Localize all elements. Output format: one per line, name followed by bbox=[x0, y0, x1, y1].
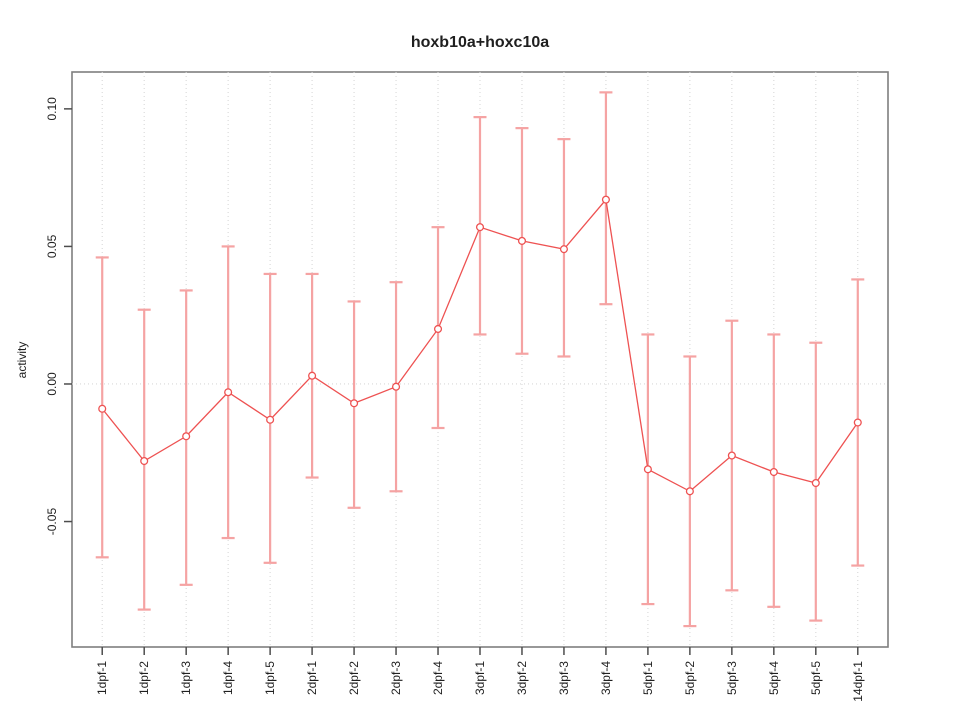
x-tick-label: 2dpf-2 bbox=[347, 661, 361, 695]
x-tick-label: 5dpf-1 bbox=[641, 661, 655, 695]
y-tick-label: -0.05 bbox=[45, 508, 59, 536]
data-point-marker bbox=[475, 223, 485, 232]
x-tick-label: 5dpf-3 bbox=[725, 661, 739, 695]
data-point-marker bbox=[853, 418, 862, 427]
chart-title: hoxb10a+hoxc10a bbox=[411, 34, 549, 51]
x-tick-label: 1dpf-2 bbox=[137, 661, 151, 695]
data-point-marker bbox=[559, 245, 569, 254]
data-point-marker bbox=[601, 195, 610, 204]
data-point-marker bbox=[685, 487, 694, 496]
y-tick-label: 0.05 bbox=[45, 234, 59, 258]
data-point-marker bbox=[433, 324, 443, 334]
x-tick-label: 1dpf-1 bbox=[95, 661, 109, 695]
data-point-marker bbox=[98, 404, 107, 413]
x-tick-label: 2dpf-3 bbox=[389, 661, 403, 695]
x-tick-label: 5dpf-4 bbox=[767, 661, 781, 695]
x-tick-label: 5dpf-2 bbox=[683, 661, 697, 695]
data-point-marker bbox=[727, 451, 736, 460]
y-tick-label: 0.00 bbox=[45, 372, 59, 396]
data-point-marker bbox=[769, 467, 778, 477]
data-point-marker bbox=[643, 465, 652, 474]
data-point-marker bbox=[391, 382, 401, 391]
data-points bbox=[98, 195, 862, 496]
gridlines bbox=[72, 72, 888, 647]
data-point-marker bbox=[182, 432, 191, 441]
x-tick-label: 14dpf-1 bbox=[851, 661, 865, 702]
error-bars bbox=[95, 91, 865, 628]
x-tick-label: 5dpf-5 bbox=[809, 661, 823, 695]
x-tick-label: 3dpf-2 bbox=[515, 661, 529, 695]
data-point-marker bbox=[308, 371, 317, 380]
data-point-marker bbox=[350, 399, 359, 408]
data-point-marker bbox=[811, 478, 820, 488]
x-axis: 1dpf-1 1dpf-2 1dpf-3 1dpf-4 1dpf-5 2dpf-1 2dpf… bbox=[95, 647, 865, 702]
x-tick-label: 1dpf-5 bbox=[263, 661, 277, 695]
x-tick-label: 2dpf-4 bbox=[431, 661, 445, 695]
data-point-marker bbox=[224, 388, 233, 397]
data-point-marker bbox=[266, 415, 275, 424]
x-tick-label: 3dpf-4 bbox=[599, 661, 613, 695]
x-tick-label: 3dpf-3 bbox=[557, 661, 571, 695]
y-tick-label: 0.10 bbox=[45, 97, 59, 121]
y-axis-title: activity bbox=[15, 342, 29, 379]
y-axis: 0.10 0.05 0.00 -0.05 bbox=[45, 97, 72, 535]
x-tick-label: 3dpf-1 bbox=[473, 661, 487, 695]
data-point-marker bbox=[517, 236, 527, 245]
data-point-marker bbox=[140, 456, 149, 466]
x-tick-label: 1dpf-3 bbox=[179, 661, 193, 695]
x-tick-label: 2dpf-1 bbox=[305, 661, 319, 695]
x-tick-label: 1dpf-4 bbox=[221, 661, 235, 695]
